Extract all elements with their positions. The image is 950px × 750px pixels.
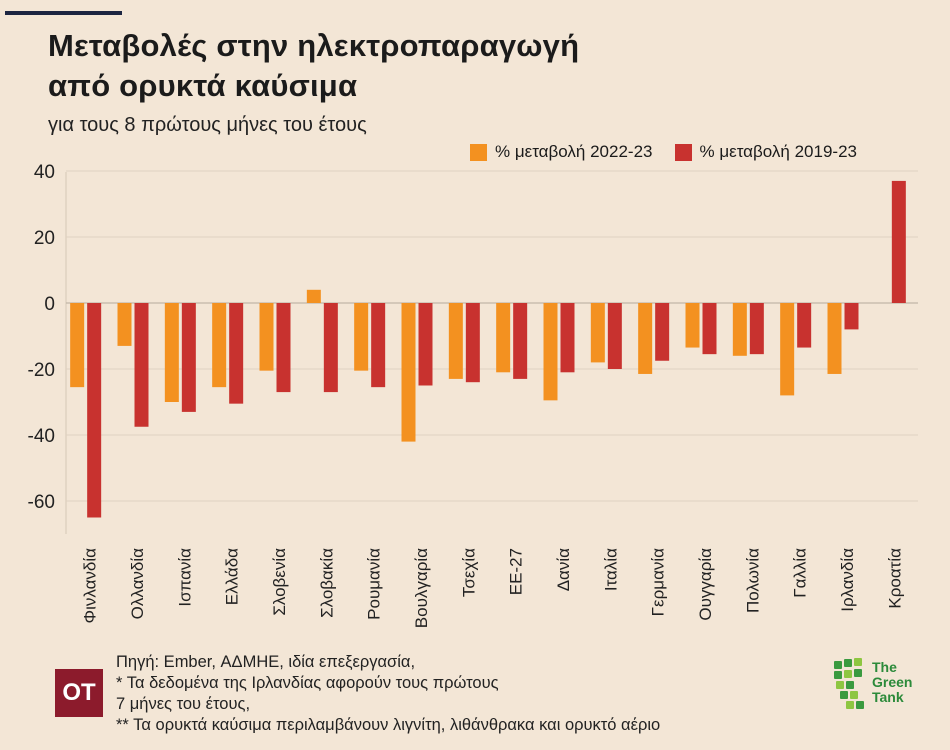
legend-item-2022-23: % μεταβολή 2022-23 (470, 142, 653, 162)
brand-line-1: The (872, 659, 897, 675)
x-category-label: Τσεχία (459, 548, 478, 597)
x-category-label: Ουγγαρία (696, 548, 715, 621)
x-category-label: Δανία (554, 548, 573, 591)
x-category-label: Σλοβακία (317, 548, 336, 618)
x-category-label: Ισπανία (175, 548, 194, 607)
bar-2019-23 (749, 303, 764, 355)
fuels-note: ** Τα ορυκτά καύσιμα περιλαμβάνουν λιγνί… (116, 716, 661, 734)
x-category-label: Πολωνία (743, 548, 762, 613)
chart-title: Μεταβολές στην ηλεκτροπαραγωγή από ορυκτ… (48, 26, 748, 106)
bar-2019-23 (797, 303, 812, 348)
x-category-label: Ρουμανία (365, 548, 384, 620)
bar-2022-23 (732, 303, 747, 356)
bar-2019-23 (844, 303, 859, 330)
brand-line-3: Tank (872, 689, 904, 705)
bar-2019-23 (371, 303, 386, 388)
top-accent-rule (5, 11, 122, 15)
bar-2022-23 (496, 303, 511, 373)
bar-2022-23 (70, 303, 85, 388)
green-tank-logo-icon (834, 658, 864, 709)
bar-2022-23 (638, 303, 653, 374)
bar-2019-23 (607, 303, 622, 369)
legend-label-2022-23: % μεταβολή 2022-23 (495, 142, 653, 161)
ot-logo: OT (55, 669, 103, 717)
x-category-label: Ελλάδα (223, 548, 242, 605)
bar-2019-23 (465, 303, 480, 383)
bar-2022-23 (780, 303, 795, 396)
x-category-label: Ιταλία (601, 548, 620, 591)
x-category-label: ΕΕ-27 (507, 548, 526, 595)
bar-2022-23 (543, 303, 558, 401)
brand-line-2: Green (872, 674, 913, 690)
bar-2022-23 (117, 303, 132, 346)
legend: % μεταβολή 2022-23 % μεταβολή 2019-23 (470, 142, 857, 162)
y-tick-label: -40 (28, 426, 55, 447)
bar-2019-23 (134, 303, 149, 427)
bar-2022-23 (164, 303, 179, 402)
bar-2022-23 (212, 303, 227, 388)
x-category-label: Φινλανδία (81, 548, 100, 624)
footer-notes: Πηγή: Ember, ΑΔΜΗΕ, ιδία επεξεργασία, * … (116, 652, 660, 736)
bar-chart: 40 20 0 -20 -40 -60 Φινλανδία Ολλανδία Ισπανία Ελ… (28, 162, 918, 628)
title-line-1: Μεταβολές στην ηλεκτροπαραγωγή (48, 28, 580, 63)
bar-2022-23 (259, 303, 274, 371)
legend-swatch-2022-23 (470, 143, 487, 161)
x-category-label: Βουλγαρία (412, 548, 431, 628)
bar-2019-23 (702, 303, 717, 355)
y-tick-label: 20 (34, 228, 55, 249)
bar-2019-23 (229, 303, 244, 404)
ireland-note-line2: 7 μήνες του έτους, (116, 695, 251, 713)
chart-subtitle: για τους 8 πρώτους μήνες του έτους (48, 114, 367, 136)
bar-2019-23 (513, 303, 528, 379)
x-category-label: Ολλανδία (128, 548, 147, 620)
bar-2022-23 (448, 303, 463, 379)
bar-2019-23 (181, 303, 196, 412)
ireland-note-line1: * Τα δεδομένα της Ιρλανδίας αφορούν τους… (116, 674, 499, 692)
x-category-label: Κροατία (885, 548, 904, 609)
x-category-label: Γαλλία (791, 548, 810, 598)
bar-2019-23 (87, 303, 102, 518)
y-tick-label: 0 (44, 294, 55, 315)
bar-2022-23 (354, 303, 369, 371)
x-category-label: Ιρλανδία (838, 548, 857, 612)
legend-swatch-2019-23 (674, 143, 692, 161)
legend-label-2019-23: % μεταβολή 2019-23 (699, 142, 858, 161)
source-note: Πηγή: Ember, ΑΔΜΗΕ, ιδία επεξεργασία, (116, 653, 416, 671)
bar-2019-23 (891, 180, 906, 303)
bar-2019-23 (560, 303, 575, 373)
x-category-label: Σλοβενία (270, 548, 289, 616)
y-tick-label: 40 (34, 162, 55, 183)
y-tick-label: -20 (28, 360, 55, 381)
x-category-label: Γερμανία (649, 548, 668, 617)
bar-2019-23 (323, 303, 338, 393)
y-tick-label: -60 (28, 492, 55, 513)
bar-2022-23 (827, 303, 842, 374)
title-line-2: από ορυκτά καύσιμα (48, 68, 358, 103)
green-tank-wordmark: The Green Tank (872, 660, 912, 705)
bar-2019-23 (655, 303, 670, 361)
bar-2019-23 (418, 303, 433, 386)
bar-2022-23 (685, 303, 700, 348)
bar-2022-23 (590, 303, 605, 363)
legend-item-2019-23: % μεταβολή 2019-23 (674, 142, 858, 162)
bar-2019-23 (276, 303, 291, 393)
bar-2022-23 (306, 289, 321, 303)
bar-2022-23 (401, 303, 416, 442)
